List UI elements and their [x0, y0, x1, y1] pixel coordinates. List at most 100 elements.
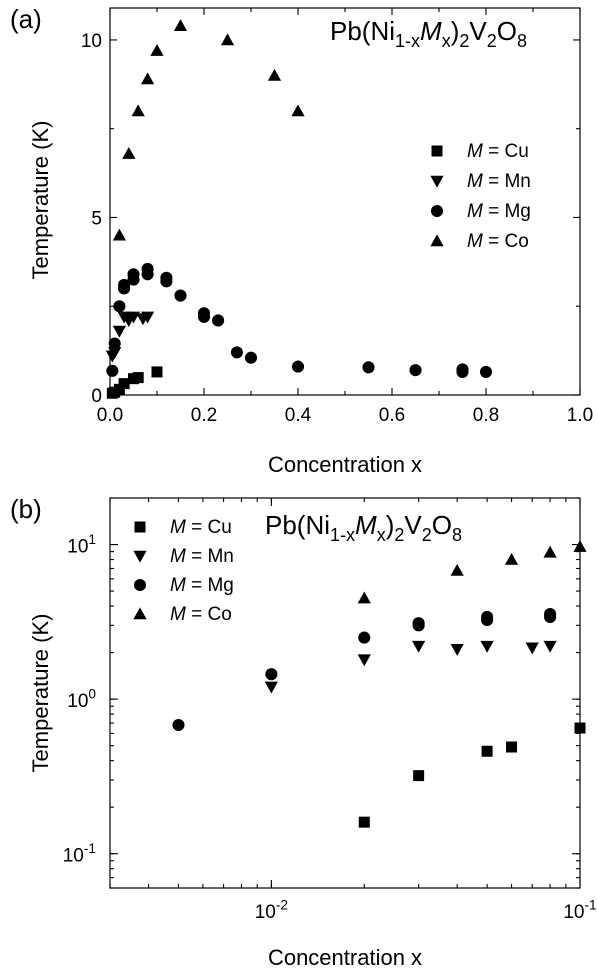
- panel-a-x-tick-label: 1.0: [567, 405, 593, 426]
- panel-a-data-point: [131, 104, 145, 117]
- panel-a-title-part: M: [420, 16, 442, 46]
- panel-a-data-point: [106, 364, 119, 377]
- panel-a-title-part: ): [451, 16, 460, 46]
- panel-a-data-point: [126, 311, 141, 324]
- panel-a-data-point: [127, 268, 140, 281]
- panel-a-data-point: [220, 33, 235, 46]
- panel-b-data-point: [412, 640, 426, 653]
- panel-a-data-point: [141, 311, 155, 324]
- panel-a-data-point: [212, 314, 225, 327]
- panel-b-data-point: [543, 640, 557, 653]
- panel-b-data-point: [573, 539, 587, 552]
- panel-b-legend-label: M = Mg: [170, 575, 234, 596]
- panel-a-x-tick-label: 0.4: [285, 405, 312, 426]
- panel-a-legend-marker: [430, 175, 444, 188]
- panel-a-title-part: 2: [487, 31, 497, 51]
- panel-a-data-point: [174, 289, 187, 302]
- panel-b-plot-frame: [109, 497, 581, 889]
- panel-a-x-tick-label: 0.8: [473, 405, 499, 426]
- panel-a-data-point: [132, 372, 144, 384]
- panel-a-legend-marker: [431, 145, 443, 157]
- panel-a-data-point: [108, 347, 122, 359]
- panel-b-title-part: M: [355, 510, 377, 540]
- panel-b-data-point: [543, 545, 557, 558]
- panel-b-legend: M = Cu M = Mn M = Mg M = Co: [133, 517, 234, 625]
- panel-a-data-point: [456, 363, 469, 376]
- panel-b-data-point: [506, 741, 518, 753]
- panel-a-data-point: [409, 364, 422, 377]
- panel-b-data-point: [450, 563, 464, 576]
- panel-a-data-point: [118, 378, 130, 390]
- panel-b-data-point: [480, 640, 494, 653]
- panel-a-title: Pb(Ni1-xMx)2V2O8: [330, 16, 527, 51]
- panel-a-data-point: [362, 361, 375, 374]
- panel-b-title-part: ): [386, 510, 395, 540]
- panel-a-x-tick-label: 0.0: [97, 405, 123, 426]
- panel-a-title-part: Pb(Ni: [330, 16, 395, 46]
- panel-b-y-tick-label: 101: [67, 532, 96, 558]
- panel-a-legend-label: M = Cu: [467, 141, 529, 162]
- panel-a-legend-label: M = Co: [467, 231, 529, 252]
- panel-b-data-point: [357, 654, 371, 667]
- panel-b-ticks: 10-2 10-1 10-1 100 101: [63, 497, 597, 923]
- panel-a-data-point: [141, 72, 155, 85]
- panel-b-data-point: [450, 644, 464, 656]
- panel-b-title-part: V: [404, 510, 422, 540]
- panel-a-ticks: 0.0 0.2 0.4 0.6 0.8 1.0 0 5 10: [81, 8, 593, 426]
- panel-b-data-points: [172, 539, 587, 828]
- panel-b-y-axis-label: Temperature (K): [28, 614, 53, 773]
- panel-b-title-part: O: [432, 510, 452, 540]
- panel-a-title-part: 2: [459, 31, 469, 51]
- panel-b-legend-marker: [134, 521, 146, 533]
- panel-b-y-tick-label: 100: [67, 687, 96, 713]
- panel-a-data-point: [197, 310, 211, 323]
- panel-b-title-part: 8: [452, 525, 462, 545]
- panel-a-data-point: [108, 337, 121, 350]
- panel-b-data-point: [504, 552, 519, 565]
- panel-b-data-point: [525, 642, 539, 655]
- panel-a-y-axis-label: Temperature (K): [28, 121, 53, 280]
- panel-a-title-part: 8: [517, 31, 527, 51]
- panel-a-x-tick-label: 0.6: [379, 405, 405, 426]
- panel-b-data-point: [412, 617, 425, 630]
- panel-b-data-point: [358, 631, 371, 644]
- panel-a-data-point: [173, 19, 188, 32]
- panel-b-title-part: 2: [422, 525, 432, 545]
- panel-a-title-part: O: [497, 16, 517, 46]
- panel-a-data-point: [479, 365, 493, 378]
- panel-a-data-point: [230, 346, 243, 359]
- panel-b-title-part: x: [377, 525, 386, 545]
- panel-b-title: Pb(Ni1-xMx)2V2O8: [265, 510, 462, 545]
- panel-a-y-tick-label: 10: [81, 31, 102, 52]
- panel-a-data-point: [291, 360, 305, 373]
- panel-a-data-point: [113, 383, 125, 395]
- panel-b-data-point: [574, 722, 586, 734]
- panel-a-title-part: 1-x: [395, 31, 420, 51]
- panel-a-data-point: [118, 278, 131, 291]
- panel-b-data-point: [265, 668, 278, 681]
- panel-b-label: (b): [10, 494, 42, 524]
- panel-a-legend: M = Cu M = Mn M = Mg M = Co: [430, 141, 531, 252]
- panel-a-x-tick-label: 0.2: [191, 405, 217, 426]
- panel-a-legend-label: M = Mg: [467, 201, 531, 222]
- panel-a-x-axis-label: Concentration x: [268, 452, 422, 477]
- panel-a-data-point: [291, 104, 305, 117]
- panel-a-data-point: [112, 228, 126, 241]
- panel-a-data-point: [113, 300, 126, 313]
- panel-a-data-point: [112, 325, 126, 338]
- panel-b-x-tick-label: 10-1: [563, 897, 596, 923]
- panel-b-x-tick-label: 10-2: [255, 897, 288, 923]
- panel-b-data-point: [357, 591, 371, 604]
- panel-a-legend-label: M = Mn: [467, 171, 531, 192]
- panel-a-data-point: [244, 351, 258, 364]
- panel-a-data-point: [151, 366, 163, 378]
- panel-a-data-points: [105, 19, 493, 399]
- panel-a-title-part: V: [469, 16, 487, 46]
- panel-b-data-point: [413, 770, 425, 782]
- panel-a-legend-marker: [430, 204, 444, 218]
- panel-b-x-axis-label: Concentration x: [268, 945, 422, 970]
- panel-a-legend-marker: [430, 234, 444, 247]
